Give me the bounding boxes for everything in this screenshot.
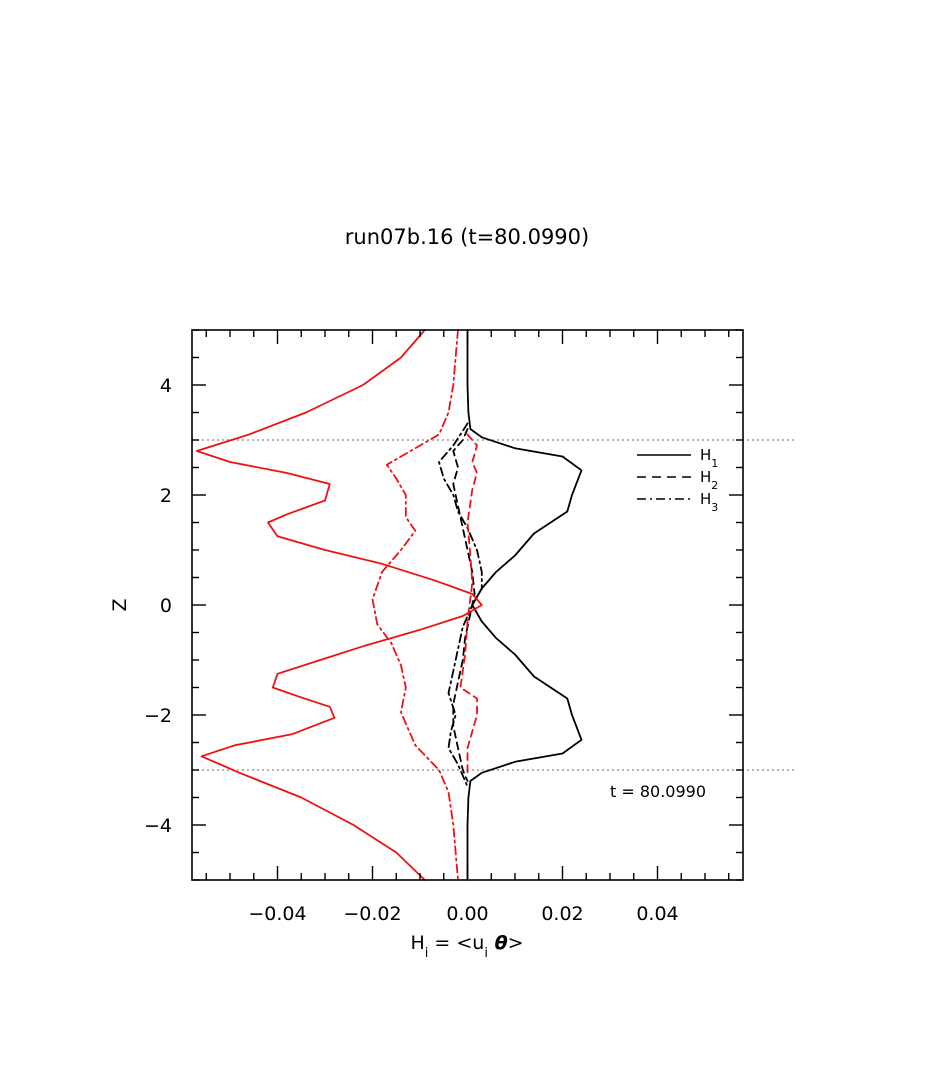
legend-label-h2: H2 bbox=[700, 468, 718, 492]
x-tick-label: 0.04 bbox=[636, 903, 678, 925]
x-axis-label-main: H bbox=[410, 932, 424, 954]
x-axis-label-rest: = <u bbox=[428, 932, 484, 954]
y-tick-label: 4 bbox=[160, 375, 172, 397]
series-line-h1 bbox=[466, 329, 583, 881]
series-line-h3 bbox=[438, 422, 483, 788]
legend-entry-h1: H1 bbox=[637, 446, 718, 470]
y-tick-label: 2 bbox=[160, 485, 172, 507]
y-tick-label: −2 bbox=[144, 705, 172, 727]
series-line-red-4 bbox=[371, 329, 459, 881]
x-axis-label: Hi = <ui θ> bbox=[410, 932, 523, 961]
legend-label-h1: H1 bbox=[700, 446, 718, 470]
y-axis-label: Z bbox=[109, 598, 131, 611]
legend-entry-h2: H2 bbox=[637, 468, 718, 492]
tick-layer: −0.04 −0.02 0.00 0.02 0.04 −4 −2 0 2 4 bbox=[144, 329, 743, 925]
x-tick-label: 0.00 bbox=[446, 903, 488, 925]
x-axis-label-end: > bbox=[508, 932, 524, 954]
time-annotation: t = 80.0990 bbox=[610, 782, 706, 801]
x-tick-label: −0.02 bbox=[343, 903, 401, 925]
plot-area: −0.04 −0.02 0.00 0.02 0.04 −4 −2 0 2 4 bbox=[144, 329, 795, 925]
x-axis-label-sub2: i bbox=[484, 946, 488, 961]
x-axis-label-sub: i bbox=[425, 946, 429, 961]
series-line-red-3 bbox=[195, 329, 483, 881]
x-tick-label: −0.04 bbox=[248, 903, 306, 925]
y-tick-label: 0 bbox=[160, 595, 172, 617]
x-axis-label-theta: θ bbox=[488, 932, 508, 954]
legend: H1 H2 H3 bbox=[637, 446, 718, 514]
legend-entry-h3: H3 bbox=[637, 490, 718, 514]
legend-label-h3: H3 bbox=[700, 490, 718, 514]
y-tick-label: −4 bbox=[144, 815, 172, 837]
chart-title: run07b.16 (t=80.0990) bbox=[345, 225, 589, 249]
series-line-red-5 bbox=[459, 433, 478, 777]
x-tick-label: 0.02 bbox=[541, 903, 583, 925]
series-layer bbox=[195, 329, 583, 881]
